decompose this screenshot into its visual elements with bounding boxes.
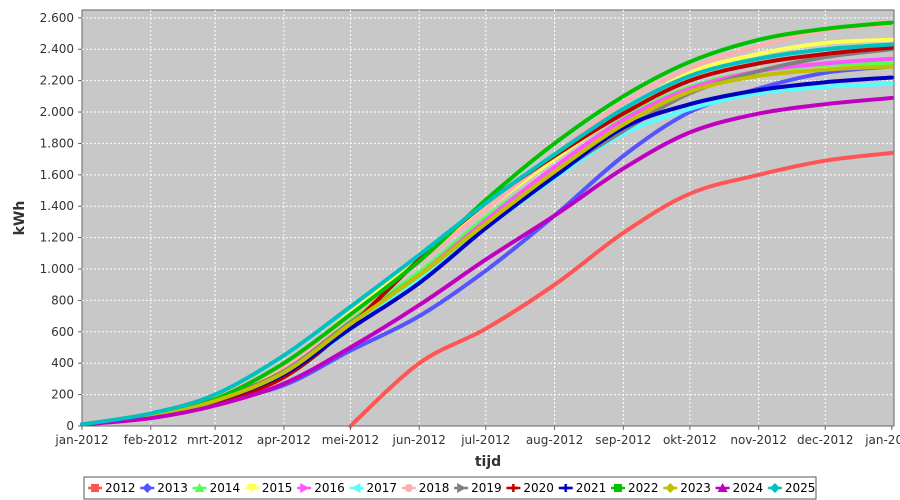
x-tick-label: okt-2012 [663,433,717,447]
y-tick-label: 0 [66,419,74,433]
y-tick-label: 200 [51,388,74,402]
legend-label-2019: 2019 [471,481,502,495]
legend-marker-2022 [614,484,622,492]
series-line-2024 [80,95,894,427]
x-tick-label: aug-2012 [526,433,583,447]
series-line-2023 [80,64,894,427]
legend-marker-2019 [457,483,467,493]
series-line-2025 [80,42,894,427]
legend-label-2013: 2013 [157,481,188,495]
legend-label-2012: 2012 [105,481,136,495]
x-tick-label: apr-2012 [257,433,311,447]
legend-label-2025: 2025 [785,481,816,495]
y-tick-label: 2.400 [40,42,74,56]
y-tick-label: 1.600 [40,168,74,182]
legend-label-2018: 2018 [419,481,450,495]
legend-label-2021: 2021 [576,481,607,495]
legend-label-2015: 2015 [262,481,293,495]
x-tick-label: mrt-2012 [187,433,243,447]
legend-label-2017: 2017 [367,481,398,495]
legend-marker-2021 [561,484,570,492]
legend-label-2022: 2022 [628,481,659,495]
y-tick-label: 1.400 [40,199,74,213]
y-tick-label: 800 [51,293,74,307]
x-tick-label: jun-2012 [392,433,446,447]
legend-label-2014: 2014 [210,481,241,495]
legend-marker-2023 [665,483,676,493]
legend-marker-2012 [91,484,99,492]
legend-marker-2018 [404,484,413,492]
legend-marker-2025 [769,483,780,493]
y-tick-label: 1.000 [40,262,74,276]
legend-marker-2020 [509,484,518,492]
x-axis-title: tijd [475,454,501,470]
x-tick-label: sep-2012 [595,433,651,447]
legend: 2012 2013 2014 2015 2016 2017 2018 2019 2020 2021… [83,476,817,500]
y-tick-label: 2.200 [40,74,74,88]
legend-label-2024: 2024 [733,481,764,495]
y-tick-label: 600 [51,325,74,339]
y-tick-label: 400 [51,356,74,370]
y-tick-label: 2.600 [40,11,74,25]
x-tick-label: dec-2012 [797,433,853,447]
legend-marker-2014 [194,483,205,492]
legend-marker-2013 [142,483,153,493]
legend-marker-2017 [351,483,361,493]
series-lines [80,20,894,428]
y-tick-label: 1.800 [40,136,74,150]
x-tick-label: jul-2012 [460,433,510,447]
x-tick-label: mei-2012 [322,433,379,447]
legend-label-2023: 2023 [680,481,711,495]
y-axis-title: kWh [12,201,28,236]
x-tick-label: jan-2013 [864,433,900,447]
x-tick-label: feb-2012 [124,433,178,447]
legend-label-2020: 2020 [523,481,554,495]
y-tick-label: 2.000 [40,105,74,119]
legend-marker-2024 [717,483,728,492]
y-axis: 0 200 400 600 800 1.000 1.200 1.400 1.600 1.800 2.… [40,11,82,433]
legend-marker-2016 [300,483,310,493]
x-tick-label: nov-2012 [730,433,787,447]
series-line-2012 [348,150,894,428]
legend-label-2016: 2016 [314,481,345,495]
x-tick-label: jan-2012 [54,433,108,447]
y-tick-label: 1.200 [40,231,74,245]
legend-marker-2015 [246,484,257,493]
x-axis: jan-2012 feb-2012 mrt-2012 apr-2012 mei-2012… [54,426,900,447]
legend-box [83,476,817,500]
